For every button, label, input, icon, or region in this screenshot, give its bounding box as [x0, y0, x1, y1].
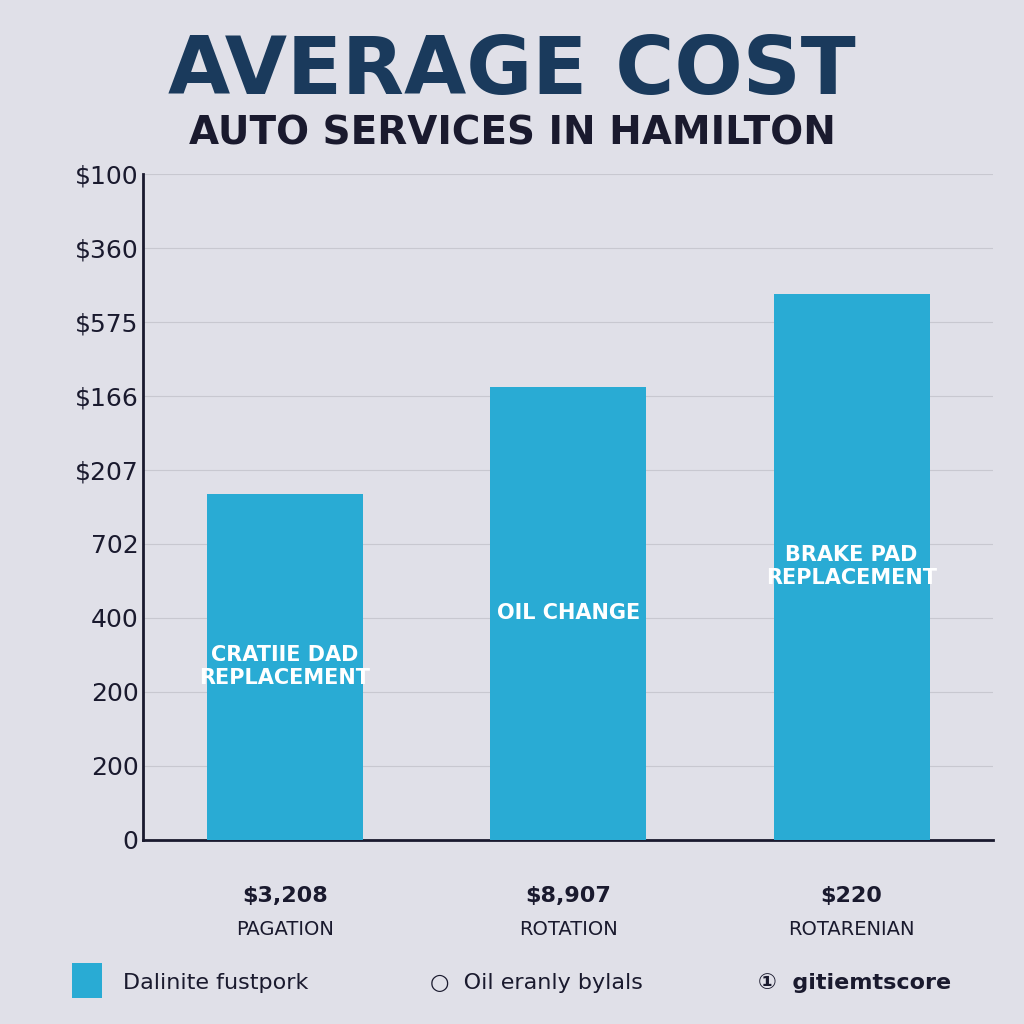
Text: ①  gitiemtscore: ① gitiemtscore [758, 973, 951, 993]
Text: ROTARENIAN: ROTARENIAN [788, 920, 914, 939]
Text: CRATIIE DAD
REPLACEMENT: CRATIIE DAD REPLACEMENT [200, 645, 371, 688]
Text: ROTATION: ROTATION [519, 920, 617, 939]
Text: PAGATION: PAGATION [237, 920, 334, 939]
Text: $220: $220 [820, 886, 883, 906]
Text: Dalinite fustpork: Dalinite fustpork [123, 973, 308, 993]
Text: $8,907: $8,907 [525, 886, 611, 906]
Text: BRAKE PAD
REPLACEMENT: BRAKE PAD REPLACEMENT [766, 545, 937, 589]
Bar [207, 494, 362, 840]
Text: ○  Oil eranly bylals: ○ Oil eranly bylals [430, 973, 643, 993]
Bar [490, 387, 646, 840]
Text: AVERAGE COST: AVERAGE COST [168, 33, 856, 111]
Text: AUTO SERVICES IN HAMILTON: AUTO SERVICES IN HAMILTON [188, 114, 836, 153]
Text: $3,208: $3,208 [242, 886, 328, 906]
Bar [774, 294, 930, 840]
Text: OIL CHANGE: OIL CHANGE [497, 603, 640, 624]
